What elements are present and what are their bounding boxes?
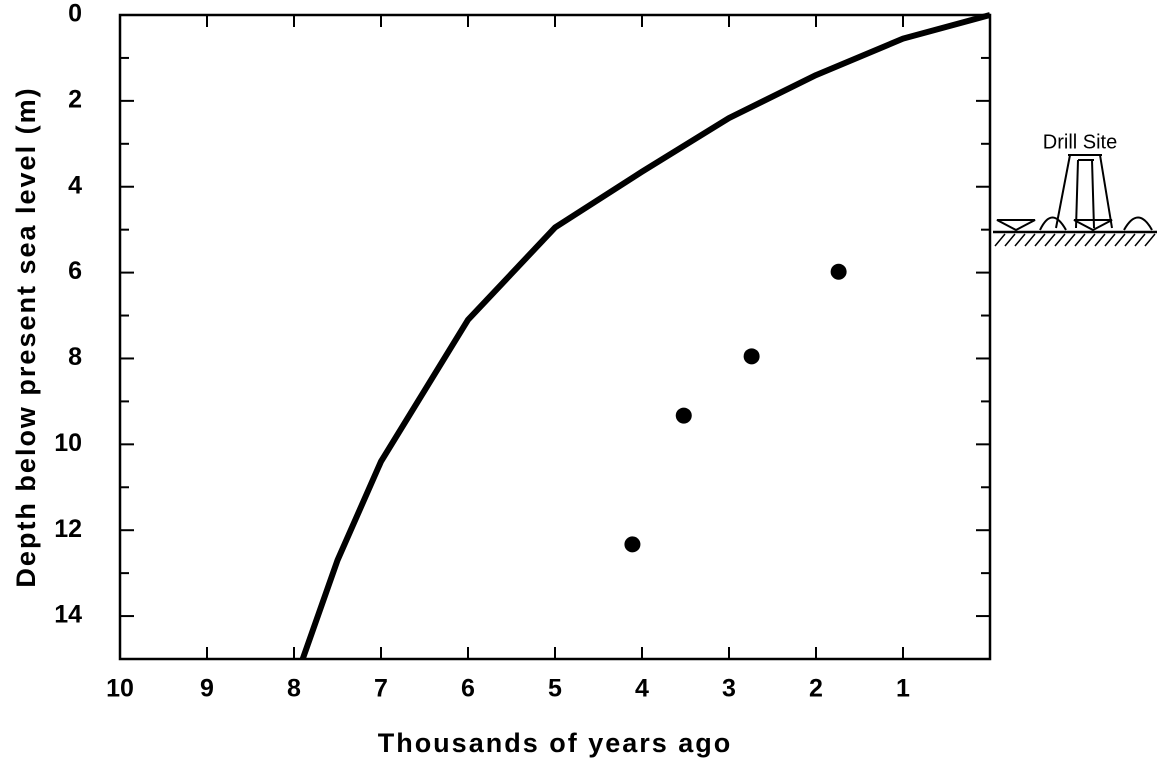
plot-frame xyxy=(118,13,992,661)
data-point xyxy=(743,348,760,365)
x-tick-label: 5 xyxy=(548,675,562,703)
curve xyxy=(299,12,991,660)
x-tick-label: 7 xyxy=(374,675,388,703)
x-tick-label: 3 xyxy=(722,675,736,703)
y-tick-label: 12 xyxy=(54,515,82,543)
x-tick-label: 4 xyxy=(635,675,649,703)
x-tick-label: 8 xyxy=(287,675,301,703)
y-tick-label: 4 xyxy=(68,171,82,199)
y-tick-label: 14 xyxy=(54,601,82,629)
data-point xyxy=(624,536,641,553)
x-tick-label: 1 xyxy=(896,675,910,703)
x-tick-label: 6 xyxy=(461,675,475,703)
x-tick-label: 2 xyxy=(809,675,823,703)
data-point xyxy=(830,263,847,280)
x-tick-label: 10 xyxy=(106,675,134,703)
y-tick-label: 10 xyxy=(54,429,82,457)
data-point xyxy=(675,407,692,424)
y-tick-label: 8 xyxy=(68,343,82,371)
x-tick-label: 9 xyxy=(200,675,214,703)
y-tick-label: 2 xyxy=(68,85,82,113)
y-tick-label: 0 xyxy=(68,0,82,28)
y-axis-title: Depth below present sea level (m) xyxy=(11,86,41,587)
annotation: Drill Site xyxy=(1043,131,1117,153)
drill-site-sketch xyxy=(993,154,1157,247)
y-tick-label: 6 xyxy=(68,257,82,285)
x-axis-title: Thousands of years ago xyxy=(378,728,733,758)
